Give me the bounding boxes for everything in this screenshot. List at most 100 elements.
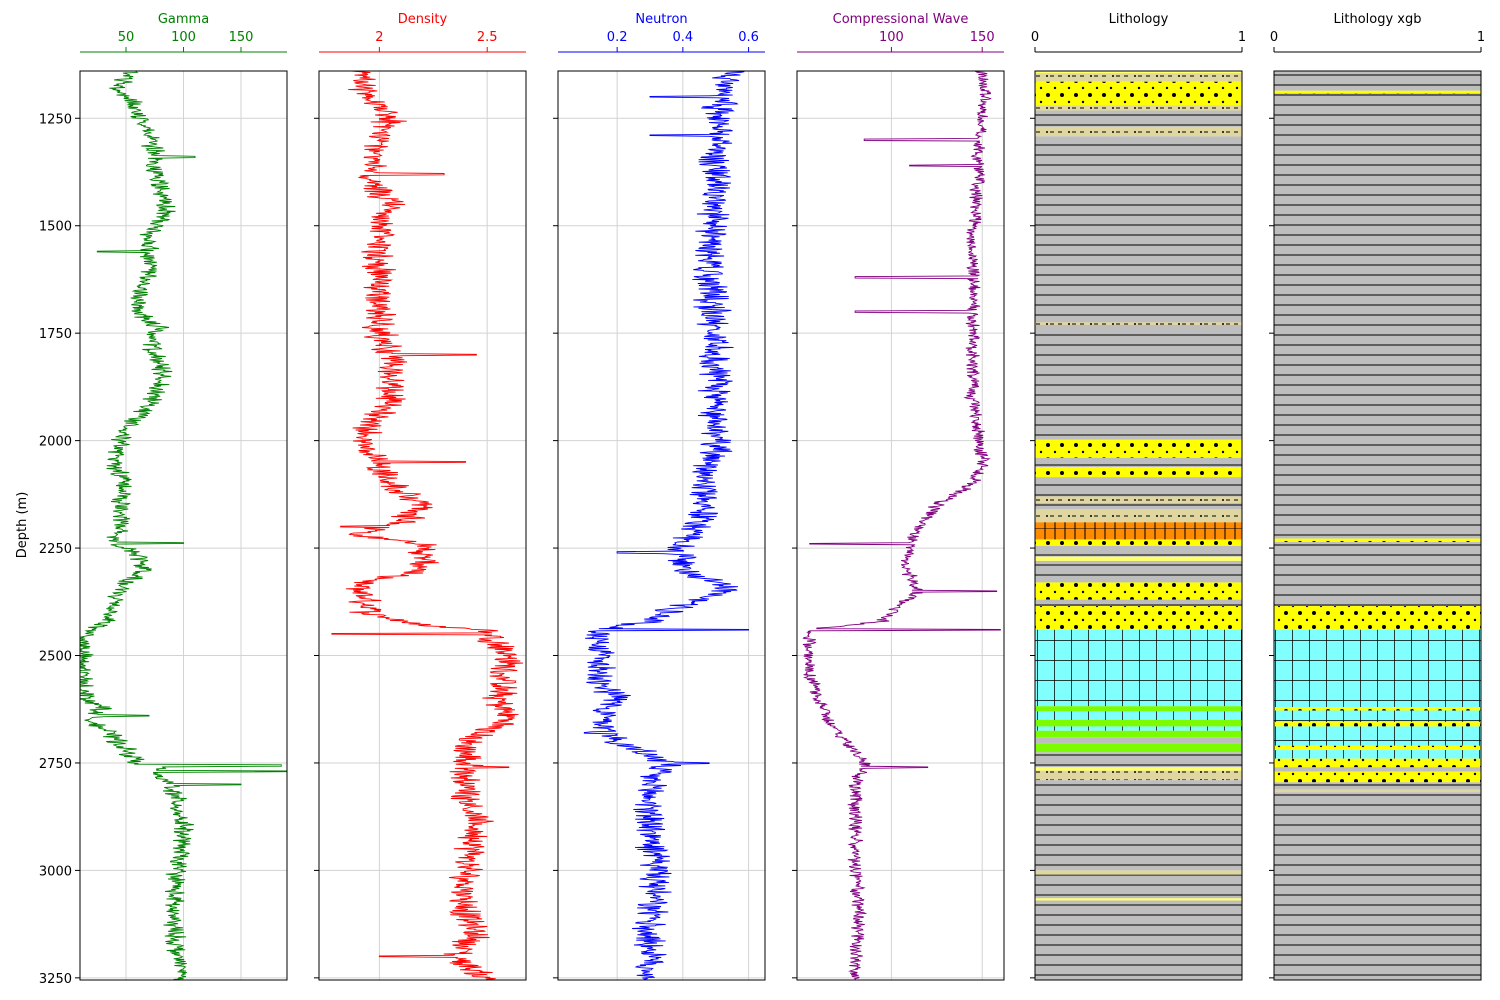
- track-lithology: Lithology 0 1: [1030, 12, 1246, 981]
- x-tick-label: 50: [118, 30, 135, 45]
- lithology-interval-sandstone: [1035, 539, 1242, 546]
- lithology-interval-limestone: [1035, 726, 1242, 731]
- track-neutron: Neutron 0.2 0.4 0.6: [553, 12, 766, 981]
- lithology-interval-shale: [1035, 752, 1242, 768]
- lithology-interval-sandstone: [1035, 582, 1242, 600]
- series-line-density: [331, 71, 524, 980]
- track-frame: [79, 70, 288, 981]
- lithology-interval-shale: [1035, 457, 1242, 468]
- x-tick-label: 1: [1477, 30, 1485, 45]
- track-frame: [557, 70, 766, 981]
- lithology-interval-sandstone_a: [1035, 105, 1242, 111]
- x-tick-label: 0: [1270, 30, 1278, 45]
- y-tick-label: 1250: [39, 112, 72, 127]
- lithology-interval-shale: [1035, 502, 1242, 510]
- lithology-interval-sandstone_a: [1035, 509, 1242, 523]
- lithology-interval-shale: [1035, 599, 1242, 607]
- lithology-interval-limestone: [1035, 711, 1242, 720]
- lithology-interval-sandstone: [1274, 722, 1481, 727]
- lithology-interval-limestone: [1274, 710, 1481, 723]
- y-tick-label: 3000: [39, 864, 72, 879]
- lithology-interval-shale: [1035, 780, 1242, 871]
- lithology-interval-limestone: [1274, 629, 1481, 708]
- lithology-interval-marl: [1035, 522, 1242, 540]
- track-title: Neutron: [635, 12, 687, 27]
- lithology-interval-shale: [1274, 93, 1481, 539]
- lithology-interval-sand: [1035, 898, 1242, 901]
- track-frame: [318, 70, 527, 981]
- lithology-interval-sand: [1035, 71, 1242, 74]
- x-tick-label: 0: [1031, 30, 1039, 45]
- lithology-interval-sandstone: [1274, 538, 1481, 543]
- lithology-interval-shale: [1035, 874, 1242, 899]
- track-title: Lithology xgb: [1334, 12, 1422, 27]
- lithology-interval-sandstone: [1035, 467, 1242, 478]
- x-tick-label: 1: [1238, 30, 1246, 45]
- lithology-interval-limestone: [1274, 750, 1481, 759]
- x-tick-label: 100: [171, 30, 196, 45]
- x-tick-label: 2: [375, 30, 383, 45]
- lithology-interval-sand: [1035, 767, 1242, 771]
- x-tick-label: 100: [879, 30, 904, 45]
- lithology-interval-sandstone_a: [1035, 73, 1242, 82]
- track-frame: [796, 70, 1005, 981]
- lithology-interval-sand: [1035, 556, 1242, 561]
- lithology-interval-shale: [1274, 792, 1481, 980]
- lithology-interval-green: [1035, 743, 1242, 753]
- lithology-interval-sandstone_a: [1035, 496, 1242, 503]
- lithology-interval-shale: [1035, 136, 1242, 323]
- lithology-interval-shale: [1274, 71, 1481, 91]
- x-tick-label: 150: [970, 30, 995, 45]
- lithology-interval-shale: [1035, 325, 1242, 440]
- track-lithology-xgb: Lithology xgb 0 1: [1269, 12, 1485, 981]
- series-line-gamma: [80, 71, 287, 980]
- track-frame: [1034, 70, 1243, 981]
- y-tick-label: 2250: [39, 542, 72, 557]
- y-axis-label: Depth (m): [15, 492, 30, 559]
- lithology-interval-sandstone: [1274, 771, 1481, 783]
- y-tick-label: 3250: [39, 972, 72, 987]
- lithology-interval-shale: [1035, 545, 1242, 557]
- lithology-interval-shale: [1274, 542, 1481, 607]
- lithology-interval-green: [1035, 719, 1242, 727]
- x-tick-label: 0.2: [607, 30, 628, 45]
- x-tick-label: 0.6: [738, 30, 759, 45]
- lithology-interval-limestone: [1274, 726, 1481, 746]
- lithology-interval-shale: [1274, 782, 1481, 790]
- y-tick-label: 2750: [39, 757, 72, 772]
- lithology-interval-shale: [1035, 110, 1242, 127]
- track-title: Density: [398, 12, 448, 27]
- x-tick-label: 0.4: [673, 30, 694, 45]
- series-line-compressional-wave: [802, 71, 1001, 980]
- x-tick-label: 2.5: [477, 30, 498, 45]
- lithology-interval-sandstone: [1274, 707, 1481, 711]
- lithology-interval-shale: [1035, 900, 1242, 980]
- lithology-interval-sandstone: [1274, 606, 1481, 630]
- lithology-interval-sandstone_a: [1274, 789, 1481, 793]
- y-tick-label: 1500: [39, 220, 72, 235]
- series-line-neutron: [583, 71, 750, 980]
- track-title: Compressional Wave: [833, 12, 969, 27]
- y-tick-label: 2500: [39, 650, 72, 665]
- lithology-interval-shale: [1035, 560, 1242, 583]
- y-tick-label: 2000: [39, 435, 72, 450]
- track-gamma: Gamma 50 100 150 1250 1500 1750 2000 2250 2500 275…: [39, 12, 288, 987]
- lithology-interval-limestone: [1035, 629, 1242, 707]
- lithology-interval-sandstone_a: [1035, 126, 1242, 137]
- lithology-interval-sandstone: [1035, 81, 1242, 106]
- lithology-interval-sandstone_a: [1035, 322, 1242, 326]
- lithology-interval-green: [1035, 706, 1242, 712]
- lithology-interval-sandstone: [1274, 758, 1481, 768]
- lithology-interval-shale: [1035, 477, 1242, 497]
- lithology-interval-sandstone_a: [1035, 870, 1242, 875]
- track-density: Density 2 2.5: [314, 12, 527, 981]
- lithology-interval-shale: [1035, 737, 1242, 744]
- x-tick-label: 150: [229, 30, 254, 45]
- track-compressional-wave: Compressional Wave 100 150: [792, 12, 1005, 981]
- track-title: Gamma: [158, 12, 209, 27]
- lithology-interval-sandstone: [1274, 745, 1481, 751]
- track-title: Lithology: [1109, 12, 1169, 27]
- lithology-interval-green: [1035, 730, 1242, 738]
- track-frame: [1273, 70, 1482, 981]
- lithology-interval-sandstone: [1035, 439, 1242, 458]
